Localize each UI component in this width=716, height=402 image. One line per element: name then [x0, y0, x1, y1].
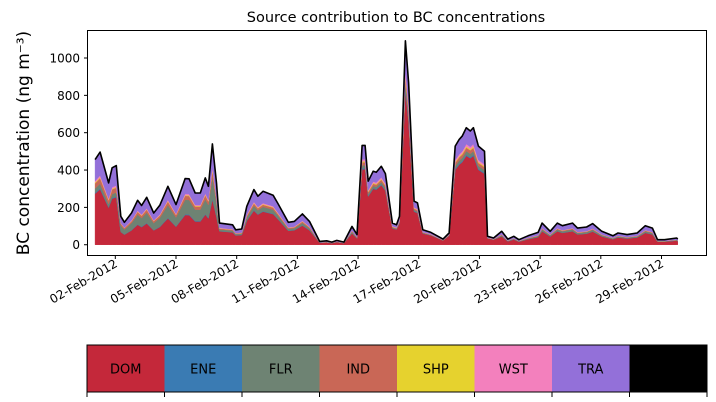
chart-title: Source contribution to BC concentrations [247, 10, 545, 26]
source-colorbar-legend: DOM ENE FLR IND SHP WST TRA BB [86, 344, 708, 397]
y-tick-label: 0 [72, 238, 80, 252]
x-tick-label: 05-Feb-2012 [108, 256, 181, 306]
x-tick-label: 14-Feb-2012 [290, 256, 363, 306]
x-tick-label: 11-Feb-2012 [229, 256, 302, 306]
x-tick-label: 29-Feb-2012 [593, 256, 666, 306]
legend-label: DOM [110, 363, 141, 378]
legend-swatch-dom [87, 345, 165, 392]
y-tick-label: 600 [57, 126, 80, 140]
legend-swatch-ind [319, 345, 398, 392]
x-tick-label: 08-Feb-2012 [169, 256, 242, 306]
legend-label: FLR [269, 363, 293, 378]
plot-area [94, 39, 679, 245]
x-tick-label: 23-Feb-2012 [472, 256, 545, 306]
y-tick-label: 400 [57, 164, 80, 178]
legend-label: TRA [577, 363, 603, 378]
y-axis: 0 200 400 600 800 1000 [49, 52, 88, 252]
y-axis-label: BC concentration (ng m⁻³) [14, 31, 34, 255]
x-axis: 02-Feb-201205-Feb-201208-Feb-201211-Feb-… [47, 255, 666, 306]
legend-swatch-flr [242, 345, 320, 392]
total-line [94, 39, 679, 243]
y-tick-label: 800 [57, 89, 80, 103]
legend-label: IND [346, 363, 370, 378]
legend-swatch-bb [629, 345, 708, 392]
x-tick-label: 20-Feb-2012 [411, 256, 484, 306]
y-tick-label: 200 [57, 201, 80, 215]
legend-label: SHP [423, 363, 449, 378]
x-tick-label: 02-Feb-2012 [47, 256, 120, 306]
legend-label: WST [499, 363, 528, 378]
legend-swatch-ene [164, 345, 243, 392]
legend-label: BB [659, 363, 677, 378]
area-dom [94, 89, 678, 245]
x-tick-label: 17-Feb-2012 [351, 256, 424, 306]
axes-frame [87, 30, 707, 256]
x-tick-label: 26-Feb-2012 [533, 256, 606, 306]
legend-swatch-wst [474, 345, 553, 392]
y-tick-label: 1000 [49, 52, 80, 66]
legend-swatch-tra [552, 345, 630, 392]
legend-swatch-shp [397, 345, 475, 392]
legend-label: ENE [190, 363, 216, 378]
